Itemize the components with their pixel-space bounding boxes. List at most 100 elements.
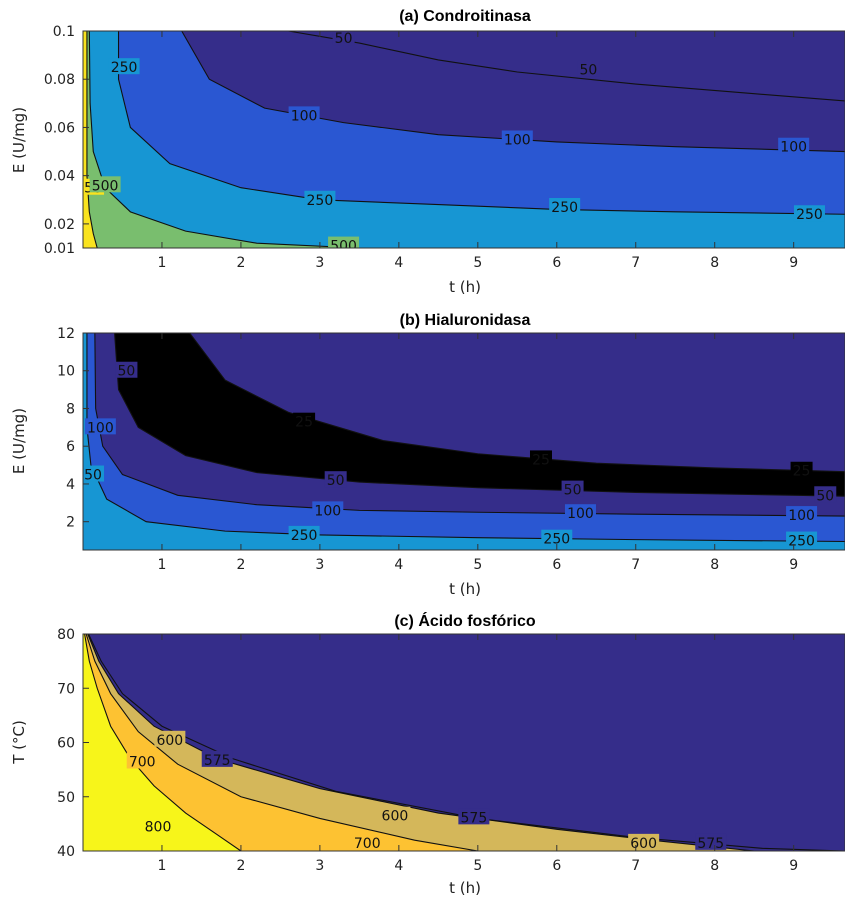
contour-label-bg xyxy=(288,525,320,542)
contour-label: 100 xyxy=(567,506,594,522)
contour-line-100 xyxy=(181,31,845,153)
contour-label-bg xyxy=(814,486,837,503)
contour-label-bg xyxy=(561,480,584,497)
contour-label-bg xyxy=(793,205,825,222)
x-tick-label: 8 xyxy=(710,255,719,271)
contour-label: 25 xyxy=(532,452,550,468)
contour-label: 250 xyxy=(796,207,823,223)
contour-label-bg xyxy=(501,130,533,147)
contour-label: 600 xyxy=(630,836,657,852)
contour-region xyxy=(83,634,478,851)
x-tick-label: 4 xyxy=(394,557,403,573)
contour-label-bg xyxy=(84,418,116,435)
contour-line-500 xyxy=(88,31,360,248)
contour-label: 800 xyxy=(145,820,172,836)
contour-label: 100 xyxy=(291,108,318,124)
y-tick-label: 50 xyxy=(57,790,75,806)
plot-frame xyxy=(82,30,845,249)
contour-label: 600 xyxy=(156,733,183,749)
contour-label-bg xyxy=(458,808,490,825)
panel-b-ylabel: E (U/mg) xyxy=(10,408,28,474)
x-tick-label: 7 xyxy=(631,557,640,573)
contour-label: 50 xyxy=(327,473,345,489)
contour-label-bg xyxy=(83,465,105,482)
contour-label-bg xyxy=(293,412,316,429)
x-tick-label: 4 xyxy=(394,255,403,271)
contour-label-bg xyxy=(312,501,344,518)
contour-label: 250 xyxy=(291,528,318,544)
x-tick-label: 1 xyxy=(158,557,167,573)
contour-label: 600 xyxy=(382,809,409,825)
contour-label-bg xyxy=(790,461,813,478)
contour-label-bg xyxy=(142,817,174,834)
x-tick-label: 9 xyxy=(789,858,798,874)
y-tick-label: 0.1 xyxy=(53,24,75,40)
contour-label-bg xyxy=(379,806,411,823)
contour-label-bg xyxy=(786,531,818,548)
x-tick-label: 2 xyxy=(236,858,245,874)
x-tick-label: 6 xyxy=(552,255,561,271)
y-tick-label: 0.02 xyxy=(44,217,75,233)
contour-label-bg xyxy=(328,236,360,248)
contour-label: 100 xyxy=(314,503,341,519)
panel-c-xlabel: t (h) xyxy=(449,879,481,897)
y-tick-label: 2 xyxy=(66,515,75,531)
panel-a-title: (a) Condroitinasa xyxy=(399,8,531,25)
x-tick-label: 6 xyxy=(552,557,561,573)
x-tick-label: 1 xyxy=(158,255,167,271)
contour-label: 250 xyxy=(111,60,138,76)
y-tick-label: 12 xyxy=(57,326,75,342)
x-tick-label: 9 xyxy=(789,557,798,573)
y-tick-label: 70 xyxy=(57,681,75,697)
contour-label-bg xyxy=(304,190,336,207)
contour-line-250 xyxy=(117,31,845,215)
x-tick-label: 6 xyxy=(552,858,561,874)
contour-label: 700 xyxy=(129,754,156,770)
contour-label: 500 xyxy=(92,178,119,194)
contour-label: 250 xyxy=(788,534,815,550)
y-tick-label: 80 xyxy=(57,627,75,643)
contour-label: 25 xyxy=(793,464,811,480)
x-tick-label: 3 xyxy=(315,557,324,573)
panel-b-xlabel: t (h) xyxy=(449,580,481,598)
contour-label: 100 xyxy=(788,508,815,524)
contour-label: 250 xyxy=(551,200,578,216)
contour-line-600 xyxy=(87,634,755,851)
x-tick-label: 5 xyxy=(473,255,482,271)
contour-label-bg xyxy=(541,529,573,546)
contour-label-bg xyxy=(288,106,320,123)
contour-label: 250 xyxy=(543,532,570,548)
contour-label-bg xyxy=(695,833,727,850)
y-tick-label: 6 xyxy=(66,439,75,455)
contour-label-bg xyxy=(351,833,383,850)
contour-label: 575 xyxy=(204,753,231,769)
y-tick-label: 0.04 xyxy=(44,169,75,185)
y-tick-label: 4 xyxy=(66,477,75,493)
contour-label-bg xyxy=(154,730,186,747)
x-tick-label: 4 xyxy=(394,858,403,874)
contour-region xyxy=(83,634,241,851)
contour-label: 50 xyxy=(816,488,834,504)
x-tick-label: 7 xyxy=(631,858,640,874)
contour-label: 25 xyxy=(295,415,313,431)
panel-c-title: (c) Ácido fosfórico xyxy=(394,611,536,630)
contour-label-bg xyxy=(786,506,818,523)
x-tick-label: 1 xyxy=(158,858,167,874)
contour-region xyxy=(83,333,845,550)
contour-label: 250 xyxy=(307,193,334,209)
plot-frame xyxy=(82,332,845,551)
contour-label: 50 xyxy=(564,483,582,499)
y-tick-label: 0.01 xyxy=(44,241,75,257)
y-tick-label: 0.06 xyxy=(44,120,75,136)
contour-label-bg xyxy=(529,450,552,467)
y-tick-label: 0.08 xyxy=(44,72,75,88)
contour-region xyxy=(83,31,845,248)
contour-line-50 xyxy=(288,31,845,102)
